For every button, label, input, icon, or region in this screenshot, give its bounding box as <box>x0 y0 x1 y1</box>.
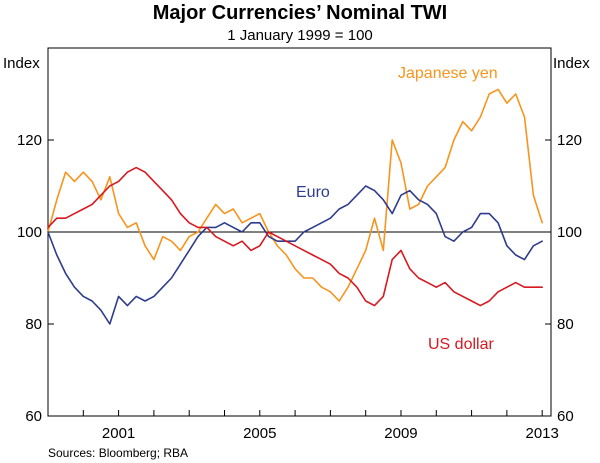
series-line-usd <box>47 166 544 307</box>
x-tick-label: 2013 <box>525 425 558 442</box>
chart-subtitle: 1 January 1999 = 100 <box>227 27 373 44</box>
y-tick-label-left: 120 <box>17 132 42 149</box>
y-axis-label-left: Index <box>3 55 40 72</box>
y-tick-label-left: 60 <box>25 408 42 425</box>
y-tick-label-right: 120 <box>557 132 582 149</box>
y-tick-label-left: 80 <box>25 316 42 333</box>
x-tick-label: 2001 <box>102 425 135 442</box>
y-tick-label-right: 80 <box>557 316 574 333</box>
y-tick-label-right: 100 <box>557 224 582 241</box>
series-line-euro <box>47 185 544 325</box>
series-label-euro: Euro <box>296 184 330 201</box>
series-label-yen: Japanese yen <box>398 65 498 82</box>
y-tick-label-left: 100 <box>17 224 42 241</box>
x-axis: 2001 2005 2009 2013 <box>82 410 559 442</box>
y-axis-right: 60 80 100 120 <box>545 132 582 425</box>
source-note: Sources: Bloomberg; RBA <box>48 446 189 460</box>
y-axis-label-right: Index <box>553 55 590 72</box>
x-tick-label: 2005 <box>243 425 276 442</box>
chart-title: Major Currencies’ Nominal TWI <box>152 2 448 24</box>
y-tick-label-right: 60 <box>557 408 574 425</box>
series-label-usd: US dollar <box>428 336 494 353</box>
y-axis-left: 60 80 100 120 <box>17 132 54 425</box>
series-line-yen <box>47 88 544 302</box>
x-tick-label: 2009 <box>384 425 417 442</box>
series-layer <box>47 88 544 325</box>
